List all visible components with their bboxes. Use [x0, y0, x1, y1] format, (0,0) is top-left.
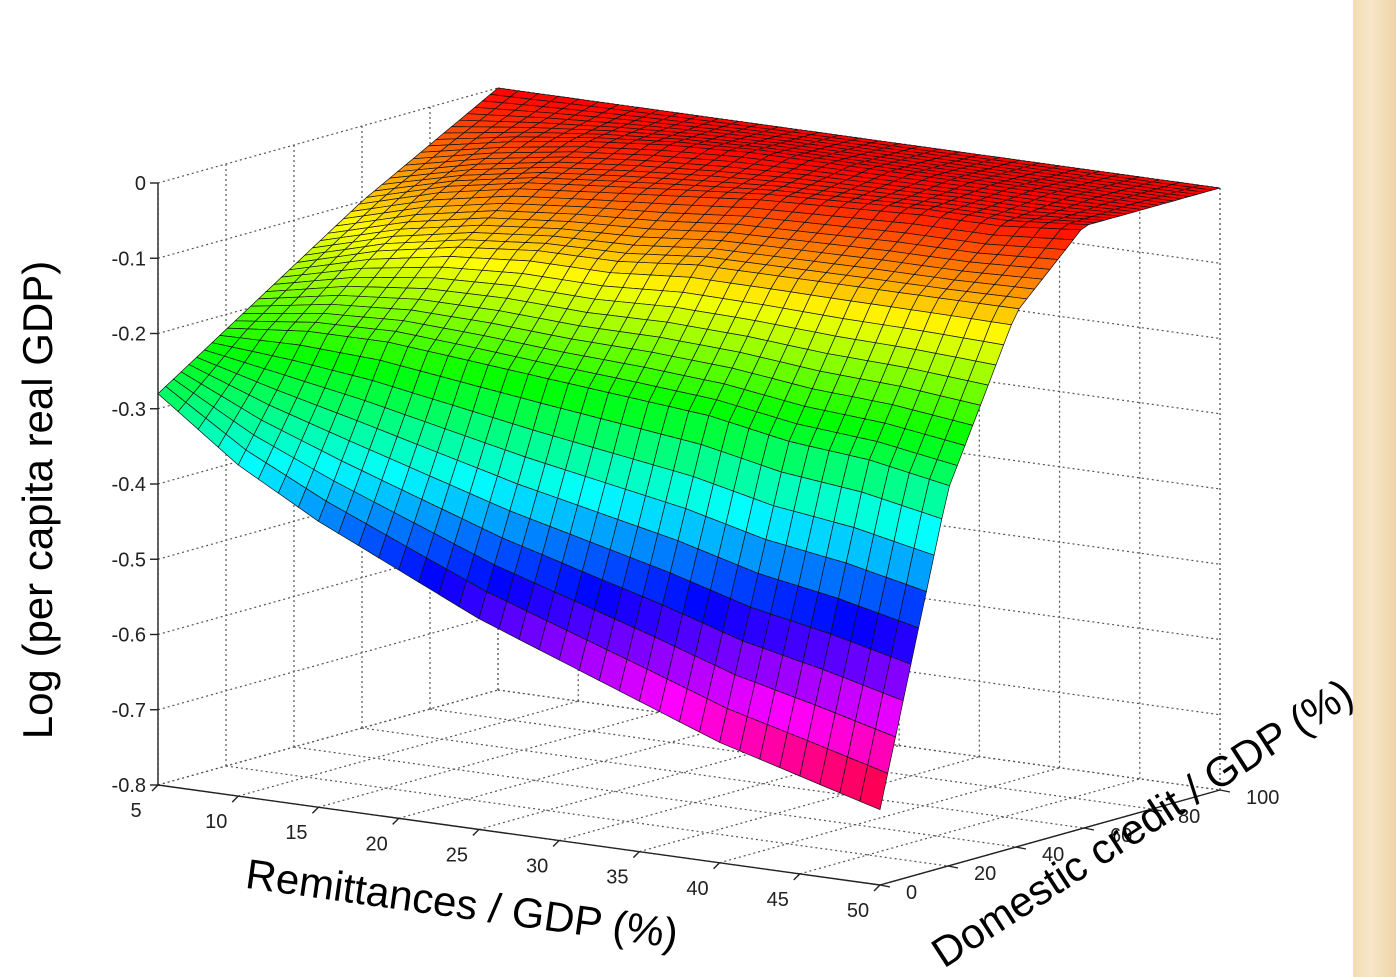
z-tick-label: -0.1 [112, 248, 146, 270]
grid-line [238, 700, 579, 797]
grid-line [558, 744, 900, 842]
y-tick-label: 60 [1110, 825, 1132, 847]
x-tick-label: 20 [366, 833, 388, 855]
y-tick-mark [1083, 827, 1095, 831]
x-tick-mark [552, 840, 560, 848]
axes [150, 182, 1231, 892]
y-tick-label: 0 [906, 882, 917, 904]
y-tick-label: 80 [1178, 806, 1200, 828]
y-tick-mark [1151, 808, 1163, 812]
z-tick-label: -0.3 [112, 399, 146, 421]
grid-line [799, 778, 1140, 875]
x-tick-label: 15 [285, 822, 307, 844]
grid-line [398, 722, 739, 819]
x-tick-mark [472, 828, 480, 836]
x-axis-line [157, 784, 881, 886]
grid-line [293, 746, 1017, 848]
x-tick-label: 35 [606, 867, 628, 889]
z-tick-label: -0.7 [112, 700, 146, 722]
z-tick-label: -0.8 [112, 775, 146, 797]
x-tick-label: 50 [847, 900, 869, 922]
x-tick-label: 30 [526, 856, 548, 878]
grid-line [497, 689, 1221, 791]
grid-line [225, 765, 949, 867]
grid-line [157, 689, 499, 786]
z-tick-label: -0.2 [112, 324, 146, 346]
x-tick-mark [311, 806, 319, 814]
x-tick-mark [873, 884, 881, 892]
x-tick-label: 40 [686, 878, 708, 900]
z-axis-label: Log (per capita real GDP) [14, 261, 61, 740]
grid-line [429, 708, 1153, 810]
y-tick-label: 100 [1246, 787, 1279, 809]
tick-labels: 0 -0.1 -0.2 -0.3 -0.4 -0.5 -0.6 -0.7 -0.8 5 10 15 20… [112, 173, 1280, 922]
grid-line [157, 538, 499, 636]
z-tick-label: 0 [135, 173, 146, 195]
grid-line [318, 711, 659, 808]
grid-line [719, 767, 1060, 864]
y-tick-mark [879, 884, 891, 888]
y-tick-mark [947, 865, 959, 869]
grid-line [361, 727, 1085, 829]
y-tick-mark [1219, 789, 1231, 793]
y-tick-mark [1015, 846, 1027, 850]
surface-mesh [157, 87, 1221, 811]
x-tick-label: 45 [767, 889, 789, 911]
surface-patch [859, 764, 889, 811]
z-tick-label: -0.4 [112, 474, 146, 496]
x-tick-mark [793, 873, 801, 881]
y-tick-label: 20 [974, 863, 996, 885]
z-tick-label: -0.6 [112, 625, 146, 647]
y-axis-label: Domestic credit / GDP (%) [923, 669, 1361, 976]
grid-line [157, 614, 499, 711]
y-axis-line [879, 789, 1221, 886]
z-tick-label: -0.5 [112, 549, 146, 571]
x-tick-mark [713, 862, 721, 870]
x-tick-mark [151, 784, 159, 792]
x-tick-label: 10 [205, 811, 227, 833]
grid-line [157, 87, 499, 184]
x-tick-mark [231, 795, 239, 803]
grid-line [157, 162, 499, 259]
x-tick-label: 5 [130, 800, 141, 822]
x-tick-label: 25 [446, 844, 468, 866]
x-tick-mark [632, 851, 640, 859]
y-tick-label: 40 [1042, 844, 1064, 866]
grid-line [639, 756, 980, 853]
grid-line [478, 733, 820, 831]
x-tick-mark [392, 817, 400, 825]
background-strip [1353, 0, 1396, 977]
